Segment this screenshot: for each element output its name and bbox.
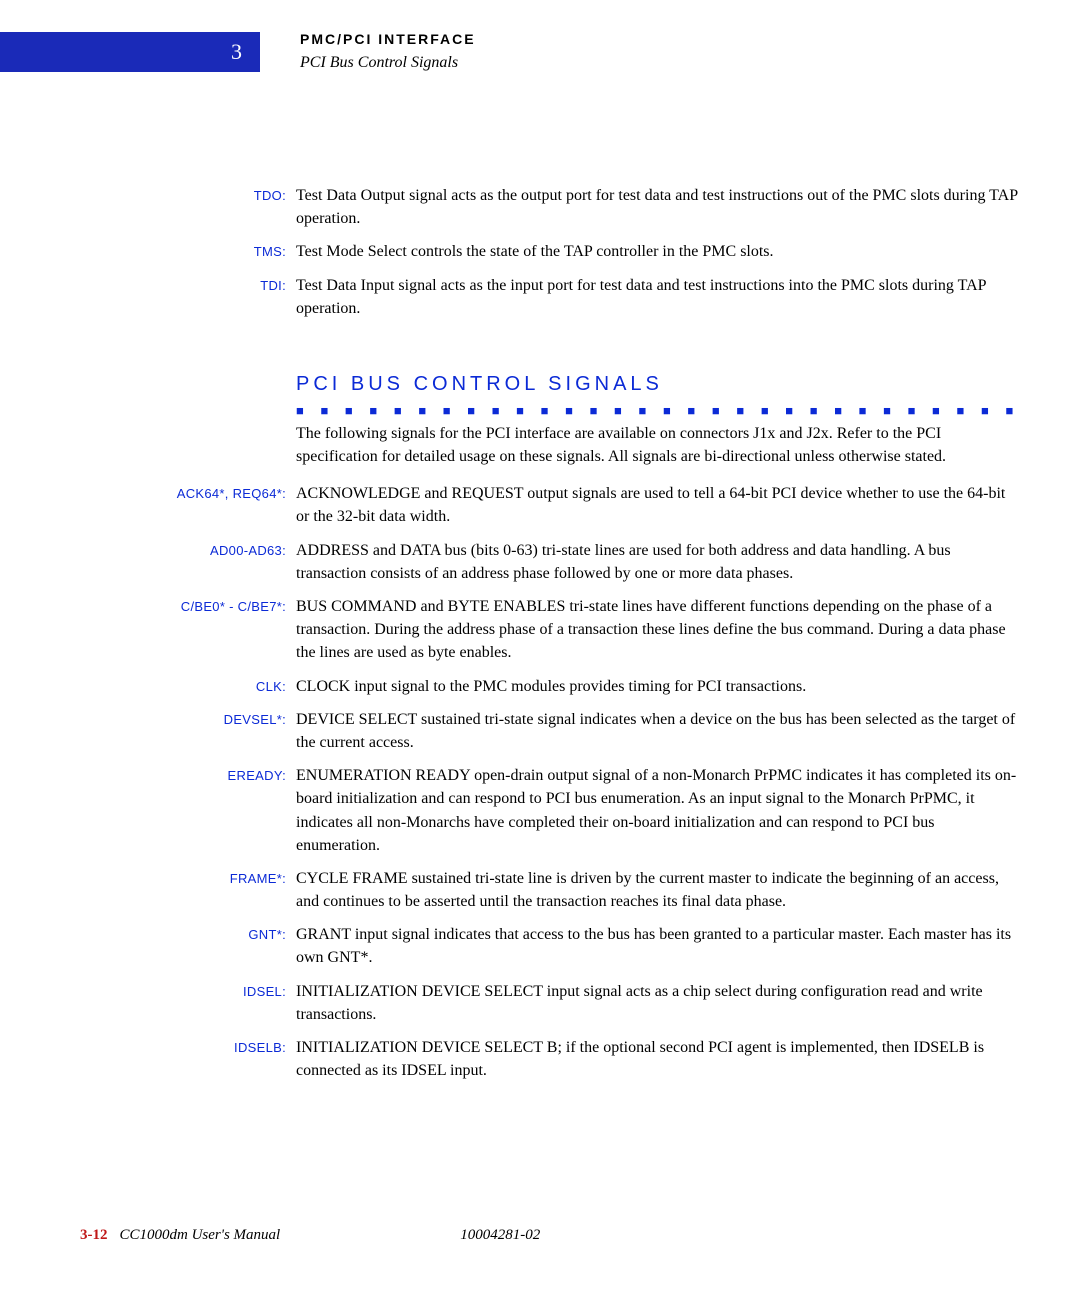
definition-row: ACK64*, REQ64*:ACKNOWLEDGE and REQUEST o…	[170, 482, 1020, 528]
definition-label: EREADY:	[170, 764, 296, 857]
chapter-number-box: 3	[0, 32, 260, 72]
header-subsection-title: PCI Bus Control Signals	[300, 52, 476, 74]
definition-text: Test Data Input signal acts as the input…	[296, 274, 1020, 320]
definition-label: GNT*:	[170, 923, 296, 969]
page-header: 3 PMC/PCI INTERFACE PCI Bus Control Sign…	[0, 0, 1080, 74]
section-heading: PCI BUS CONTROL SIGNALS	[296, 370, 1020, 398]
definition-text: CLOCK input signal to the PMC modules pr…	[296, 675, 1020, 698]
definition-list-section: ACK64*, REQ64*:ACKNOWLEDGE and REQUEST o…	[170, 482, 1020, 1082]
definition-label: IDSELB:	[170, 1036, 296, 1082]
definition-row: C/BE0* - C/BE7*:BUS COMMAND and BYTE ENA…	[170, 595, 1020, 665]
definition-label: AD00-AD63:	[170, 539, 296, 585]
definition-row: EREADY:ENUMERATION READY open-drain outp…	[170, 764, 1020, 857]
definition-label: TDI:	[170, 274, 296, 320]
definition-text: INITIALIZATION DEVICE SELECT B; if the o…	[296, 1036, 1020, 1082]
definition-row: IDSEL:INITIALIZATION DEVICE SELECT input…	[170, 980, 1020, 1026]
definition-row: AD00-AD63:ADDRESS and DATA bus (bits 0-6…	[170, 539, 1020, 585]
definition-text: INITIALIZATION DEVICE SELECT input signa…	[296, 980, 1020, 1026]
section-intro: The following signals for the PCI interf…	[296, 422, 1020, 468]
page-content: TDO:Test Data Output signal acts as the …	[170, 184, 1020, 1082]
definition-text: ACKNOWLEDGE and REQUEST output signals a…	[296, 482, 1020, 528]
definition-text: BUS COMMAND and BYTE ENABLES tri-state l…	[296, 595, 1020, 665]
definition-label: TMS:	[170, 240, 296, 263]
definition-row: FRAME*:CYCLE FRAME sustained tri-state l…	[170, 867, 1020, 913]
definition-label: IDSEL:	[170, 980, 296, 1026]
definition-text: ENUMERATION READY open-drain output sign…	[296, 764, 1020, 857]
definition-label: DEVSEL*:	[170, 708, 296, 754]
manual-title: CC1000dm User's Manual	[120, 1225, 281, 1246]
definition-label: TDO:	[170, 184, 296, 230]
definition-text: DEVICE SELECT sustained tri-state signal…	[296, 708, 1020, 754]
definition-row: TMS:Test Mode Select controls the state …	[170, 240, 1020, 263]
definition-row: CLK:CLOCK input signal to the PMC module…	[170, 675, 1020, 698]
definition-text: ADDRESS and DATA bus (bits 0-63) tri-sta…	[296, 539, 1020, 585]
definition-label: ACK64*, REQ64*:	[170, 482, 296, 528]
definition-label: C/BE0* - C/BE7*:	[170, 595, 296, 665]
definition-text: Test Mode Select controls the state of t…	[296, 240, 1020, 263]
definition-row: TDO:Test Data Output signal acts as the …	[170, 184, 1020, 230]
definition-row: TDI:Test Data Input signal acts as the i…	[170, 274, 1020, 320]
definition-text: CYCLE FRAME sustained tri-state line is …	[296, 867, 1020, 913]
definition-text: GRANT input signal indicates that access…	[296, 923, 1020, 969]
definition-row: IDSELB:INITIALIZATION DEVICE SELECT B; i…	[170, 1036, 1020, 1082]
definition-list-top: TDO:Test Data Output signal acts as the …	[170, 184, 1020, 320]
page-footer: 3-12 CC1000dm User's Manual 10004281-02	[80, 1225, 1020, 1246]
section-divider-dots: ■ ■ ■ ■ ■ ■ ■ ■ ■ ■ ■ ■ ■ ■ ■ ■ ■ ■ ■ ■ …	[296, 402, 1020, 416]
definition-label: FRAME*:	[170, 867, 296, 913]
header-titles: PMC/PCI INTERFACE PCI Bus Control Signal…	[300, 30, 476, 74]
definition-row: GNT*:GRANT input signal indicates that a…	[170, 923, 1020, 969]
definition-text: Test Data Output signal acts as the outp…	[296, 184, 1020, 230]
definition-label: CLK:	[170, 675, 296, 698]
page-number: 3-12	[80, 1225, 108, 1246]
chapter-number: 3	[231, 37, 242, 68]
definition-row: DEVSEL*:DEVICE SELECT sustained tri-stat…	[170, 708, 1020, 754]
header-section-title: PMC/PCI INTERFACE	[300, 30, 476, 50]
document-number: 10004281-02	[460, 1225, 540, 1246]
